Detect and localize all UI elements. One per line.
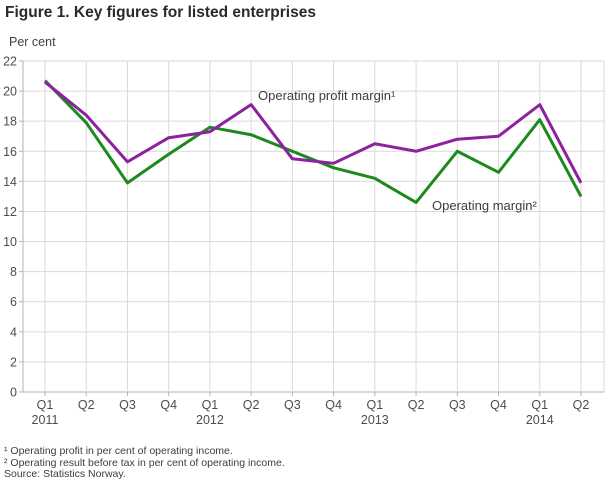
series-label-operating-margin: Operating margin²	[432, 198, 537, 213]
x-tick-label: Q3	[284, 398, 301, 412]
y-tick-label: 16	[3, 145, 17, 159]
x-tick-label: Q1	[366, 398, 383, 412]
y-tick-label: 18	[3, 115, 17, 129]
y-tick-label: 2	[10, 355, 17, 369]
y-tick-label: 0	[10, 386, 17, 400]
source-note: Source: Statistics Norway.	[4, 468, 126, 481]
y-tick-label: 8	[10, 265, 17, 279]
figure-title: Figure 1. Key figures for listed enterpr…	[5, 4, 316, 21]
x-tick-label: Q2	[408, 398, 425, 412]
x-tick-label: Q3	[119, 398, 136, 412]
x-tick-label: Q1	[202, 398, 219, 412]
y-tick-label: 22	[3, 55, 17, 69]
y-axis-unit-label: Per cent	[9, 35, 56, 49]
x-tick-label: Q4	[325, 398, 342, 412]
y-tick-label: 20	[3, 85, 17, 99]
x-tick-year-label: 2013	[361, 413, 389, 427]
footnote-1: ¹ Operating profit in per cent of operat…	[4, 445, 233, 457]
x-tick-label: Q2	[573, 398, 590, 412]
x-tick-year-label: 2014	[526, 413, 554, 427]
x-tick-label: Q4	[160, 398, 177, 412]
footnotes: ¹ Operating profit in per cent of operat…	[4, 445, 285, 481]
x-tick-year-label: 2011	[32, 413, 59, 427]
y-tick-label: 6	[10, 295, 17, 309]
x-tick-label: Q2	[78, 398, 95, 412]
x-tick-label: Q1	[531, 398, 548, 412]
x-tick-label: Q4	[490, 398, 507, 412]
y-tick-label: 14	[3, 175, 17, 189]
x-tick-year-label: 2012	[196, 413, 224, 427]
y-tick-label: 4	[10, 325, 17, 339]
x-tick-label: Q1	[37, 398, 54, 412]
footnote-2: ² Operating result before tax in per cen…	[4, 456, 285, 469]
y-tick-label: 12	[3, 205, 17, 219]
x-tick-label: Q3	[449, 398, 466, 412]
x-tick-label: Q2	[243, 398, 260, 412]
series-label-operating-profit-margin: Operating profit margin¹	[258, 88, 396, 103]
series-line-operating-profit-margin	[44, 80, 583, 184]
y-tick-label: 10	[3, 235, 17, 249]
